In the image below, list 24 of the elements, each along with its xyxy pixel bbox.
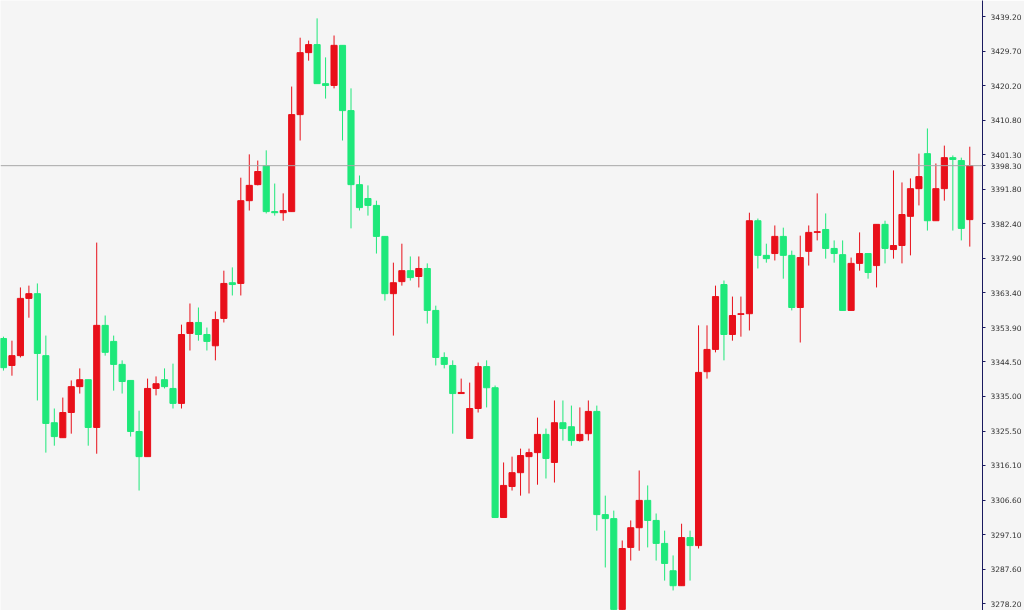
candlestick xyxy=(576,406,584,443)
candlestick xyxy=(771,224,779,261)
candlestick xyxy=(728,296,736,342)
candlestick xyxy=(415,255,423,288)
candlestick xyxy=(398,243,406,287)
candlestick xyxy=(762,243,770,264)
candlestick xyxy=(254,160,262,186)
candlestick xyxy=(949,154,957,232)
candlestick xyxy=(584,399,592,442)
candlestick xyxy=(737,296,745,338)
candlestick xyxy=(169,363,177,409)
candlestick xyxy=(669,554,677,591)
candlestick xyxy=(864,253,872,280)
candlestick xyxy=(813,192,821,241)
candlestick xyxy=(686,530,694,582)
candlestick xyxy=(160,367,169,389)
candlestick xyxy=(483,359,491,408)
candlestick xyxy=(805,224,813,267)
candlestick xyxy=(245,153,253,212)
candlestick xyxy=(228,266,236,296)
candlestick xyxy=(186,302,194,352)
candlestick xyxy=(627,519,635,562)
candlestick xyxy=(389,262,397,337)
candlestick xyxy=(406,255,414,282)
